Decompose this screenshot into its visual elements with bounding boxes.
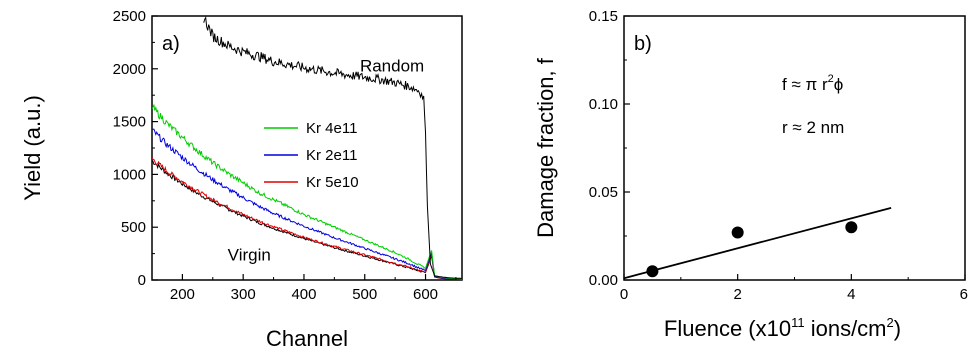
annotation-random: Random xyxy=(360,56,424,75)
x-tick-label-0: 0 xyxy=(620,286,628,303)
panel-b-ticks: 0 2 4 6 0.00 0.05 0.10 0.15 xyxy=(589,8,968,303)
x-tick-label-400: 400 xyxy=(291,286,316,303)
panel-b-x-axis-label: Fluence (x1011 ions/cm2) xyxy=(664,315,901,341)
panel-b-y-axis-label: Damage fraction, f xyxy=(533,57,558,238)
y-tick-label-1: 0.05 xyxy=(589,184,618,201)
panel-b-x-label-sup1: 11 xyxy=(791,315,805,330)
y-tick-label-1000: 1000 xyxy=(113,166,146,183)
formula-sup: 2 xyxy=(828,73,834,85)
y-tick-label-2: 0.10 xyxy=(589,96,618,113)
y-tick-label-2000: 2000 xyxy=(113,61,146,78)
formula-part2: ϕ xyxy=(834,75,844,94)
x-tick-label-4: 4 xyxy=(847,286,855,303)
data-point-2 xyxy=(845,221,858,234)
annotation-virgin: Virgin xyxy=(228,245,271,264)
panel-b-frame xyxy=(623,15,966,281)
panel-a-series-group xyxy=(152,16,462,280)
y-tick-label-0: 0 xyxy=(138,272,146,289)
series-line-random xyxy=(203,16,462,279)
panel-a-label: a) xyxy=(162,33,180,55)
x-tick-label-300: 300 xyxy=(231,286,256,303)
series-line-kr-4e11 xyxy=(152,103,462,280)
x-tick-label-200: 200 xyxy=(170,286,195,303)
panel-b-x-label-part1: Fluence (x10 xyxy=(664,316,791,341)
y-tick-label-1500: 1500 xyxy=(113,114,146,131)
panel-b-x-label-sup2: 2 xyxy=(887,315,894,330)
formula-annotation: f ≈ π r2ϕ xyxy=(782,73,843,94)
data-point-0 xyxy=(646,265,659,278)
x-tick-label-500: 500 xyxy=(352,286,377,303)
formula-part1: f ≈ π r xyxy=(782,75,828,94)
y-tick-label-500: 500 xyxy=(121,219,146,236)
y-tick-label-3: 0.15 xyxy=(589,8,618,25)
y-tick-label-0: 0.00 xyxy=(589,272,618,289)
x-tick-label-600: 600 xyxy=(413,286,438,303)
series-line-kr-2e11 xyxy=(152,128,462,280)
legend-label-kr-4e11: Kr 4e11 xyxy=(306,120,357,137)
data-point-1 xyxy=(731,226,744,239)
y-tick-label-2500: 2500 xyxy=(113,8,146,25)
series-line-kr-5e10 xyxy=(152,158,462,280)
panel-b-chart: 0 2 4 6 0.00 0.05 0.10 0.15 b) Fluence (x1011 i… xyxy=(533,8,968,341)
x-tick-label-6: 6 xyxy=(960,286,968,303)
x-tick-label-2: 2 xyxy=(733,286,741,303)
panel-a-chart: 200 300 400 500 600 0 500 1000 1500 2000 2500 a) C… xyxy=(20,8,463,351)
legend-label-kr-2e11: Kr 2e11 xyxy=(306,147,357,164)
panel-b-x-label-end: ) xyxy=(894,316,901,341)
panel-a-ticks: 200 300 400 500 600 0 500 1000 1500 2000 2500 xyxy=(113,8,457,303)
radius-annotation: r ≈ 2 nm xyxy=(782,118,844,137)
panel-a-x-axis-label: Channel xyxy=(266,326,348,351)
panel-b-marks xyxy=(623,206,892,280)
panel-a-legend: Kr 4e11 Kr 2e11 Kr 5e10 xyxy=(264,120,359,191)
fit-line xyxy=(623,206,892,280)
legend-label-kr-5e10: Kr 5e10 xyxy=(306,174,359,191)
panel-a-y-axis-label: Yield (a.u.) xyxy=(20,95,45,201)
panel-b-x-label-part2: ions/cm xyxy=(805,316,887,341)
panel-b-label: b) xyxy=(634,33,652,55)
